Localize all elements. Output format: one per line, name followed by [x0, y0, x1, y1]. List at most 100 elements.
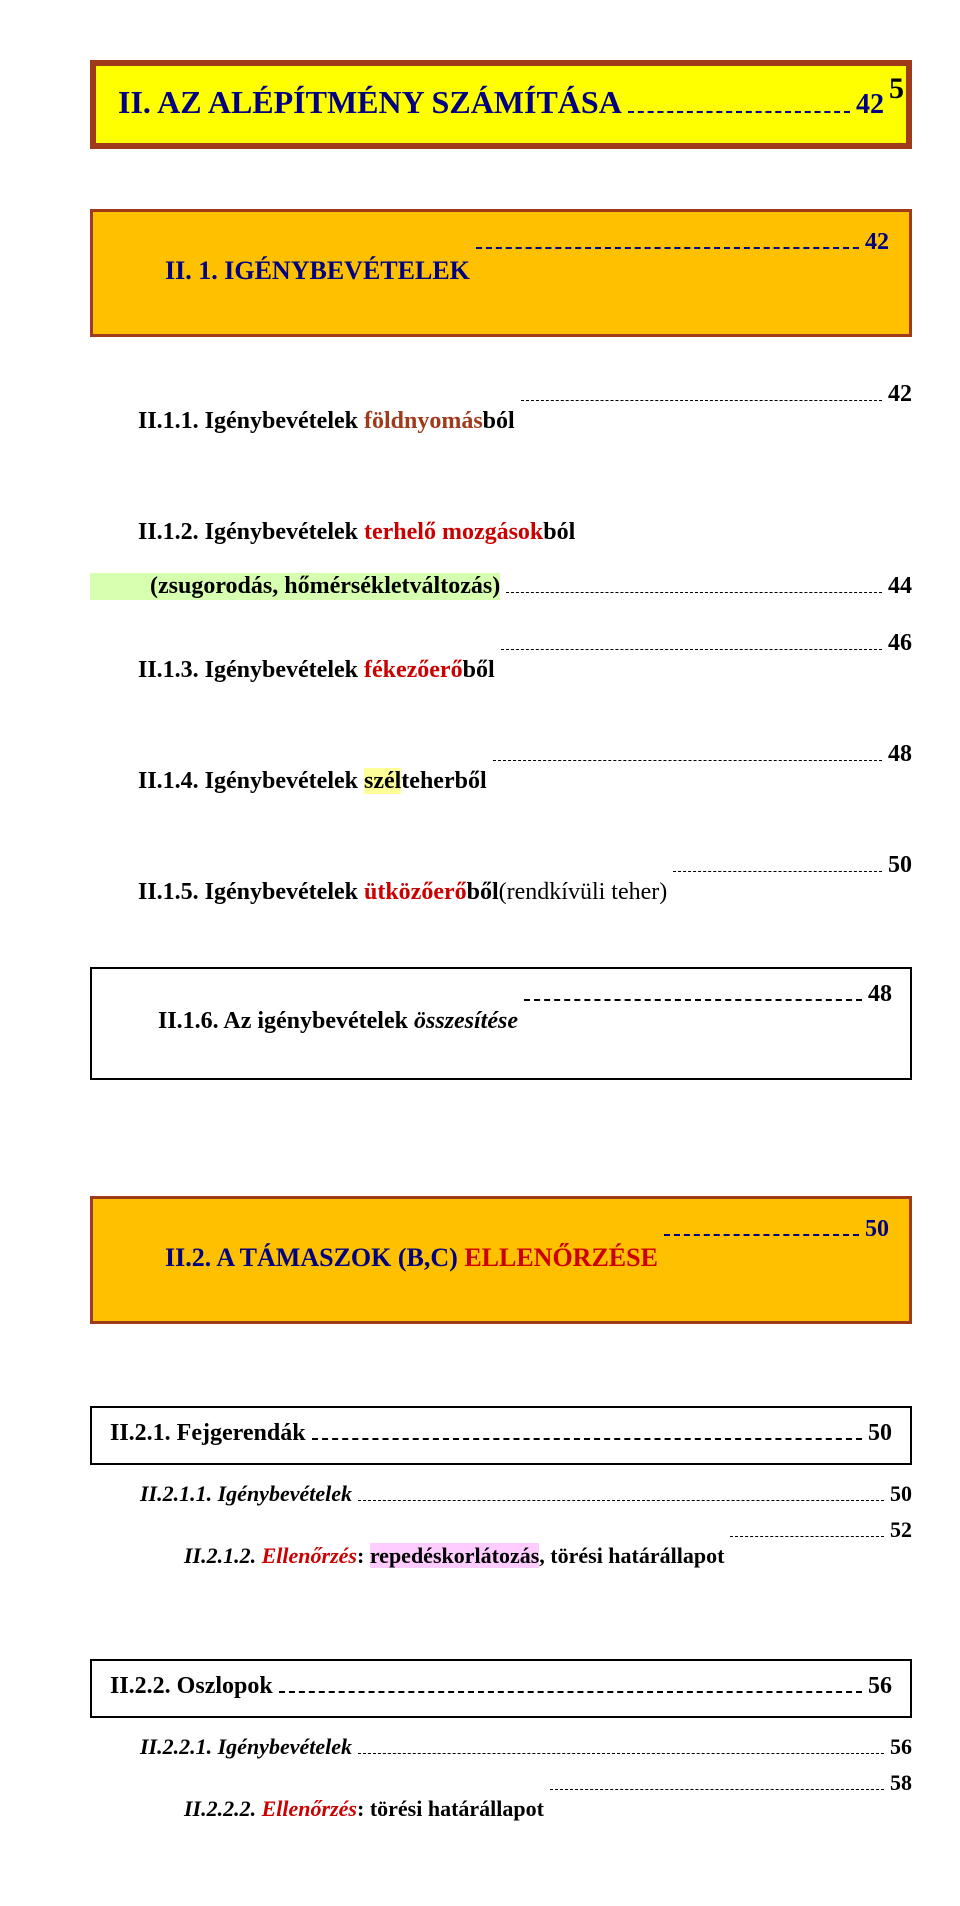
entry-suffix: ból — [483, 408, 515, 434]
entry-suffix: ből — [463, 657, 495, 683]
leader — [506, 582, 882, 593]
entry-prefix: II.2.2.2. — [184, 1796, 262, 1821]
toc-entry-II.1.2: II.1.2. Igénybevételek terhelő mozgásokb… — [90, 492, 912, 600]
entry-label: II.2.1.1. Igénybevételek — [140, 1481, 352, 1507]
section-2-upper: A TÁMASZOK (B,C) — [216, 1243, 464, 1272]
leader — [664, 1225, 859, 1236]
leader — [358, 1743, 884, 1754]
toc-entry-II.2.2.2: II.2.2.2. Ellenőrzés: törési határállapo… — [90, 1770, 912, 1848]
entry-subtext: (zsugorodás, hőmérsékletváltozás) — [90, 573, 500, 600]
leader — [628, 102, 850, 113]
entry-page: 44 — [888, 573, 912, 600]
entry-sep2: , — [539, 1543, 550, 1568]
section-2-page: 50 — [865, 1216, 889, 1243]
entry-line2: (zsugorodás, hőmérsékletváltozás) 44 — [90, 573, 912, 600]
leader — [730, 1526, 884, 1537]
section-2-heading-line: II.2. A TÁMASZOK (B,C) ELLENŐRZÉSE 50 — [113, 1213, 889, 1303]
entry-label: II.2.2.1. Igénybevételek — [140, 1734, 352, 1760]
section-1-heading-text: II. 1. IGÉNYBEVÉTELEK — [113, 226, 470, 316]
entry-label: II.1.6. Az igénybevételek összesítése — [110, 981, 518, 1062]
entry-label: II.2.2.2. Ellenőrzés: törési határállapo… — [140, 1770, 544, 1848]
entry-sep: : — [357, 1543, 370, 1568]
leader — [673, 861, 882, 872]
entry-accent: ütközőerő — [364, 879, 467, 905]
entry-accent: fékezőerő — [364, 657, 463, 683]
toc-entry-II.2.2.1: II.2.2.1. Igénybevételek 56 — [90, 1734, 912, 1760]
entry-label: II.1.5. Igénybevételek ütközőerőből(rend… — [90, 852, 667, 933]
entry-page: 50 — [868, 1420, 892, 1447]
chapter-heading-box: II. AZ ALÉPÍTMÉNY SZÁMÍTÁSA 42 — [90, 60, 912, 149]
section-1-upper: IGÉNYBEVÉTELEK — [224, 256, 470, 285]
entry-page: 50 — [890, 1481, 912, 1507]
entry-accent: földnyomás — [364, 408, 483, 434]
leader — [524, 990, 862, 1001]
entry-page: 56 — [890, 1734, 912, 1760]
chapter-heading-page: 42 — [856, 89, 884, 121]
entry-sep: : — [357, 1796, 370, 1821]
section-1-page: 42 — [865, 229, 889, 256]
entry-page: 48 — [868, 981, 892, 1008]
entry-page: 58 — [890, 1770, 912, 1796]
page-number: 5 — [889, 72, 904, 106]
entry-prefix: II.1.6. Az igénybevételek — [158, 1008, 414, 1034]
leader — [312, 1429, 862, 1440]
chapter-heading-line: II. AZ ALÉPÍTMÉNY SZÁMÍTÁSA 42 — [118, 84, 884, 121]
toc-entry-II.2.2-box: II.2.2. Oszlopok 56 — [90, 1659, 912, 1718]
entry-accent: terhelő mozgások — [364, 519, 543, 545]
page: 5 II. AZ ALÉPÍTMÉNY SZÁMÍTÁSA 42 II. 1. … — [0, 60, 960, 1906]
section-2-heading-box: II.2. A TÁMASZOK (B,C) ELLENŐRZÉSE 50 — [90, 1196, 912, 1324]
entry-label: II.1.1. Igénybevételek földnyomásból — [90, 381, 515, 462]
entry-prefix: II.2.1.2. — [184, 1543, 262, 1568]
leader — [521, 390, 882, 401]
leader — [358, 1490, 884, 1501]
entry-suffix: ből — [467, 879, 499, 905]
section-2-prefix: II.2. — [165, 1243, 216, 1272]
entry-label: II.1.3. Igénybevételek fékezőerőből — [90, 630, 495, 711]
entry-label: II.2.2. Oszlopok — [110, 1673, 273, 1700]
entry-tail: (rendkívüli teher) — [499, 879, 668, 905]
entry-label: II.2.1. Fejgerendák — [110, 1420, 306, 1447]
section-1-heading-box: II. 1. IGÉNYBEVÉTELEK 42 — [90, 209, 912, 337]
toc-entry-II.1.3: II.1.3. Igénybevételek fékezőerőből 46 — [90, 630, 912, 711]
toc-entry-II.1.1: II.1.1. Igénybevételek földnyomásból 42 — [90, 381, 912, 462]
entry-prefix: II.1.5. Igénybevételek — [138, 879, 364, 905]
leader — [501, 639, 882, 650]
entry-line1: II.1.2. Igénybevételek terhelő mozgásokb… — [90, 492, 912, 573]
entry-label: II.1.4. Igénybevételek szélteherből — [90, 741, 487, 822]
section-1-prefix: II. 1. — [165, 256, 224, 285]
leader — [493, 750, 882, 761]
entry-page: 50 — [888, 852, 912, 879]
toc-entry-II.1.6-box: II.1.6. Az igénybevételek összesítése 48 — [90, 967, 912, 1080]
entry-page: 42 — [888, 381, 912, 408]
section-1-heading-line: II. 1. IGÉNYBEVÉTELEK 42 — [113, 226, 889, 316]
entry-accent: Ellenőrzés — [262, 1543, 357, 1568]
entry-label: II.2.1.2. Ellenőrzés: repedéskorlátozás,… — [140, 1517, 724, 1595]
chapter-heading-text: II. AZ ALÉPÍTMÉNY SZÁMÍTÁSA — [118, 84, 622, 121]
entry-accent: szél — [364, 768, 401, 794]
entry-accent: összesítése — [414, 1008, 518, 1034]
entry-page: 52 — [890, 1517, 912, 1543]
entry-prefix: II.1.2. Igénybevételek — [138, 519, 364, 545]
section-2-heading-text: II.2. A TÁMASZOK (B,C) ELLENŐRZÉSE — [113, 1213, 658, 1303]
toc-entry-II.2.1.2: II.2.1.2. Ellenőrzés: repedéskorlátozás,… — [90, 1517, 912, 1595]
entry-page: 56 — [868, 1673, 892, 1700]
entry-prefix: II.1.3. Igénybevételek — [138, 657, 364, 683]
section-2-red: ELLENŐRZÉSE — [464, 1243, 658, 1272]
entry-pink: repedéskorlátozás — [370, 1543, 539, 1568]
entry-prefix: II.1.1. Igénybevételek — [138, 408, 364, 434]
toc-entry-II.2.1.1: II.2.1.1. Igénybevételek 50 — [90, 1481, 912, 1507]
toc-entry-II.2.1-box: II.2.1. Fejgerendák 50 — [90, 1406, 912, 1465]
toc-entry-II.1.5: II.1.5. Igénybevételek ütközőerőből(rend… — [90, 852, 912, 933]
entry-prefix: II.1.4. Igénybevételek — [138, 768, 364, 794]
entry-page: 48 — [888, 741, 912, 768]
entry-tail: törési határállapot — [550, 1543, 724, 1568]
entry-accent: Ellenőrzés — [262, 1796, 357, 1821]
entry-page: 46 — [888, 630, 912, 657]
leader — [279, 1682, 862, 1693]
toc-entry-II.1.4: II.1.4. Igénybevételek szélteherből 48 — [90, 741, 912, 822]
entry-tail: törési határállapot — [370, 1796, 544, 1821]
leader — [476, 238, 859, 249]
entry-suffix: ból — [543, 519, 575, 545]
entry-suffix: teherből — [401, 768, 486, 794]
leader — [550, 1779, 884, 1790]
